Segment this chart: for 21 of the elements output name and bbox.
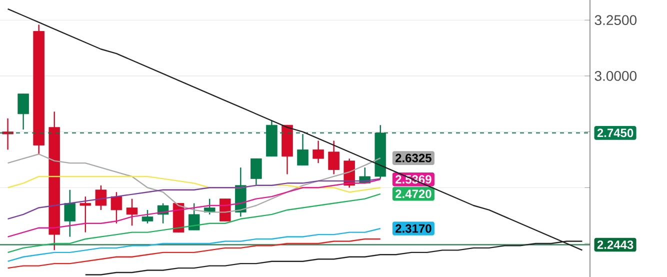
candlestick [312,140,324,164]
y-tick-label: 3.0000 [594,70,637,81]
candlestick [110,192,122,224]
candlestick [64,189,76,238]
ref-line-label: 2.7450 [597,128,634,138]
candlestick [2,118,14,150]
candlestick [188,202,200,231]
candlestick [18,93,29,130]
candlestick [220,198,231,222]
candlestick [142,209,154,224]
data-label: 2.4720 [396,190,432,198]
data-label: 2.6325 [396,154,432,162]
candlestick [328,140,340,175]
candlestick [95,184,107,211]
candlestick [297,133,308,166]
candlestick [80,196,92,233]
candlestick [250,158,262,186]
data-label: 2.3170 [396,224,432,233]
y-tick-label: 3.2500 [594,15,637,26]
ref-line-label: 2.2443 [597,240,634,249]
candlestick [126,198,138,226]
